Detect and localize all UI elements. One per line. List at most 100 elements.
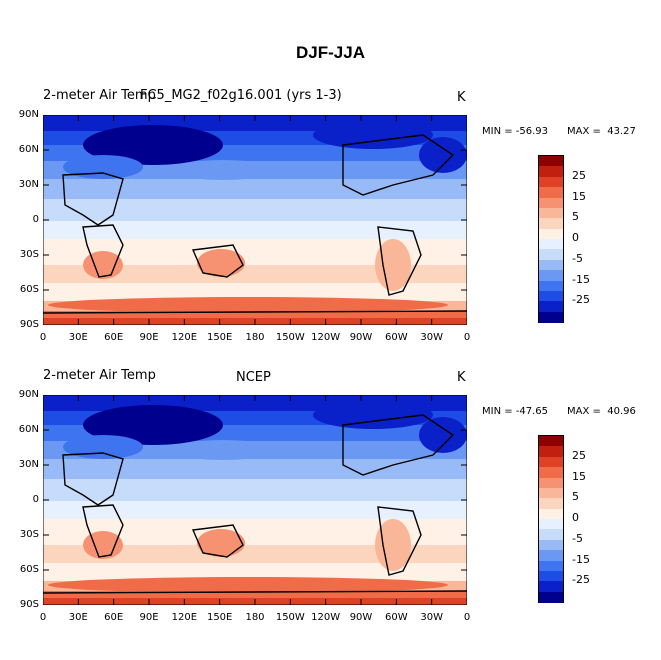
colorbar-label: 15 — [572, 469, 586, 483]
panel-center-title: NCEP — [236, 370, 271, 385]
colorbar-cell — [539, 197, 563, 209]
coastline — [62, 452, 124, 506]
colorbar-label: -25 — [572, 293, 590, 307]
colorbar-cell — [539, 290, 563, 302]
colorbar-label: 15 — [572, 189, 586, 203]
colorbar-cell — [539, 477, 563, 489]
temperature-band — [43, 265, 467, 283]
ytick-label: 90S — [19, 599, 39, 610]
xtick-label: 120E — [171, 332, 198, 343]
xtick-label: 120W — [311, 612, 341, 623]
ytick-label: 90S — [19, 319, 39, 330]
coastline — [377, 226, 422, 296]
temperature-map — [43, 115, 467, 325]
colorbar-label: 5 — [572, 490, 579, 504]
colorbar-label: -5 — [572, 531, 583, 545]
xtick-label: 60E — [104, 612, 124, 623]
cold-asia — [173, 440, 273, 460]
ytick-label: 30N — [18, 179, 39, 190]
xtick-label: 0 — [463, 332, 471, 343]
xtick-label: 120W — [311, 332, 341, 343]
colorbar-label: 0 — [572, 231, 579, 244]
xtick-label: 60E — [104, 332, 124, 343]
panel-left-title: 2-meter Air Temp — [43, 88, 156, 103]
min-label: MIN = -56.93 — [482, 126, 549, 137]
colorbar — [538, 155, 564, 323]
coastline — [62, 172, 124, 226]
colorbar-cell — [539, 176, 563, 188]
temperature-band — [43, 591, 467, 598]
colorbar-cell — [539, 467, 563, 478]
panel-model: 2-meter Air Temp FC5_MG2_f02g16.001 (yrs… — [0, 85, 661, 365]
coastline — [43, 590, 467, 594]
xtick-label: 150E — [206, 332, 233, 343]
panel-center-title: FC5_MG2_f02g16.001 (yrs 1-3) — [140, 88, 342, 103]
coastline — [342, 414, 455, 476]
figure-title: DJF-JJA — [296, 43, 365, 62]
xtick-label: 180 — [245, 612, 265, 623]
cold-greenland — [419, 137, 467, 173]
xtick-label: 30W — [420, 332, 443, 343]
colorbar-cell — [539, 166, 563, 178]
temperature-band — [43, 199, 467, 221]
colorbar-label: -25 — [572, 573, 590, 587]
colorbar-cell — [539, 436, 563, 447]
colorbar-cell — [539, 446, 563, 458]
colorbar-cell — [539, 228, 563, 240]
colorbar-cell — [539, 570, 563, 582]
xtick-label: 0 — [39, 332, 47, 343]
max-label: MAX = 43.27 — [567, 126, 636, 137]
temperature-band — [43, 311, 467, 318]
colorbar-label: -15 — [572, 552, 590, 566]
colorbar-cell — [539, 498, 563, 510]
xtick-label: 90W — [349, 332, 373, 343]
xtick-label: 150E — [206, 612, 233, 623]
cold-core-canada — [313, 121, 433, 149]
warm-australia — [197, 529, 245, 557]
ytick-label: 30S — [19, 249, 39, 260]
coastline — [342, 134, 455, 196]
colorbar-cell — [539, 456, 563, 468]
colorbar-label: -15 — [572, 272, 590, 286]
temperature-map — [43, 395, 467, 605]
coastline — [82, 224, 124, 278]
panel-units: K — [457, 370, 466, 385]
panel-units: K — [457, 90, 466, 105]
min-label: MIN = -47.65 — [482, 406, 549, 417]
warm-antarctic-ring — [48, 577, 448, 593]
xtick-label: 30W — [420, 612, 443, 623]
warm-australia — [197, 249, 245, 277]
xtick-label: 30E — [68, 332, 88, 343]
colorbar-cell — [539, 508, 563, 520]
ytick-label: 0 — [32, 494, 39, 505]
panel-ncep: 2-meter Air Temp NCEP K MIN = -47.65 MAX… — [0, 365, 661, 645]
ytick-label: 60S — [19, 284, 39, 295]
colorbar-label: 25 — [572, 168, 586, 182]
warm-africa — [83, 251, 123, 279]
colorbar-cell — [539, 539, 563, 551]
colorbar-label: 5 — [572, 210, 579, 224]
colorbar-cell — [539, 280, 563, 292]
cold-core-canada — [313, 401, 433, 429]
xtick-label: 30E — [68, 612, 88, 623]
colorbar-cell — [539, 259, 563, 271]
cold-europe — [63, 435, 143, 459]
xtick-label: 0 — [463, 612, 471, 623]
xtick-label: 90E — [139, 612, 159, 623]
colorbar-cell — [539, 550, 563, 561]
temperature-band — [43, 501, 467, 519]
xtick-label: 120E — [171, 612, 198, 623]
ytick-label: 30N — [18, 459, 39, 470]
ytick-label: 90N — [18, 389, 39, 400]
colorbar-cell — [539, 581, 563, 593]
xtick-label: 90E — [139, 332, 159, 343]
cold-greenland — [419, 417, 467, 453]
colorbar-cell — [539, 187, 563, 198]
warm-south-america — [375, 519, 411, 571]
colorbar-label: 0 — [572, 511, 579, 524]
xtick-label: 60W — [385, 612, 408, 623]
colorbar-cell — [539, 156, 563, 167]
xtick-label: 150W — [275, 612, 305, 623]
cold-core-siberia — [83, 405, 223, 445]
colorbar-cell — [539, 519, 563, 530]
